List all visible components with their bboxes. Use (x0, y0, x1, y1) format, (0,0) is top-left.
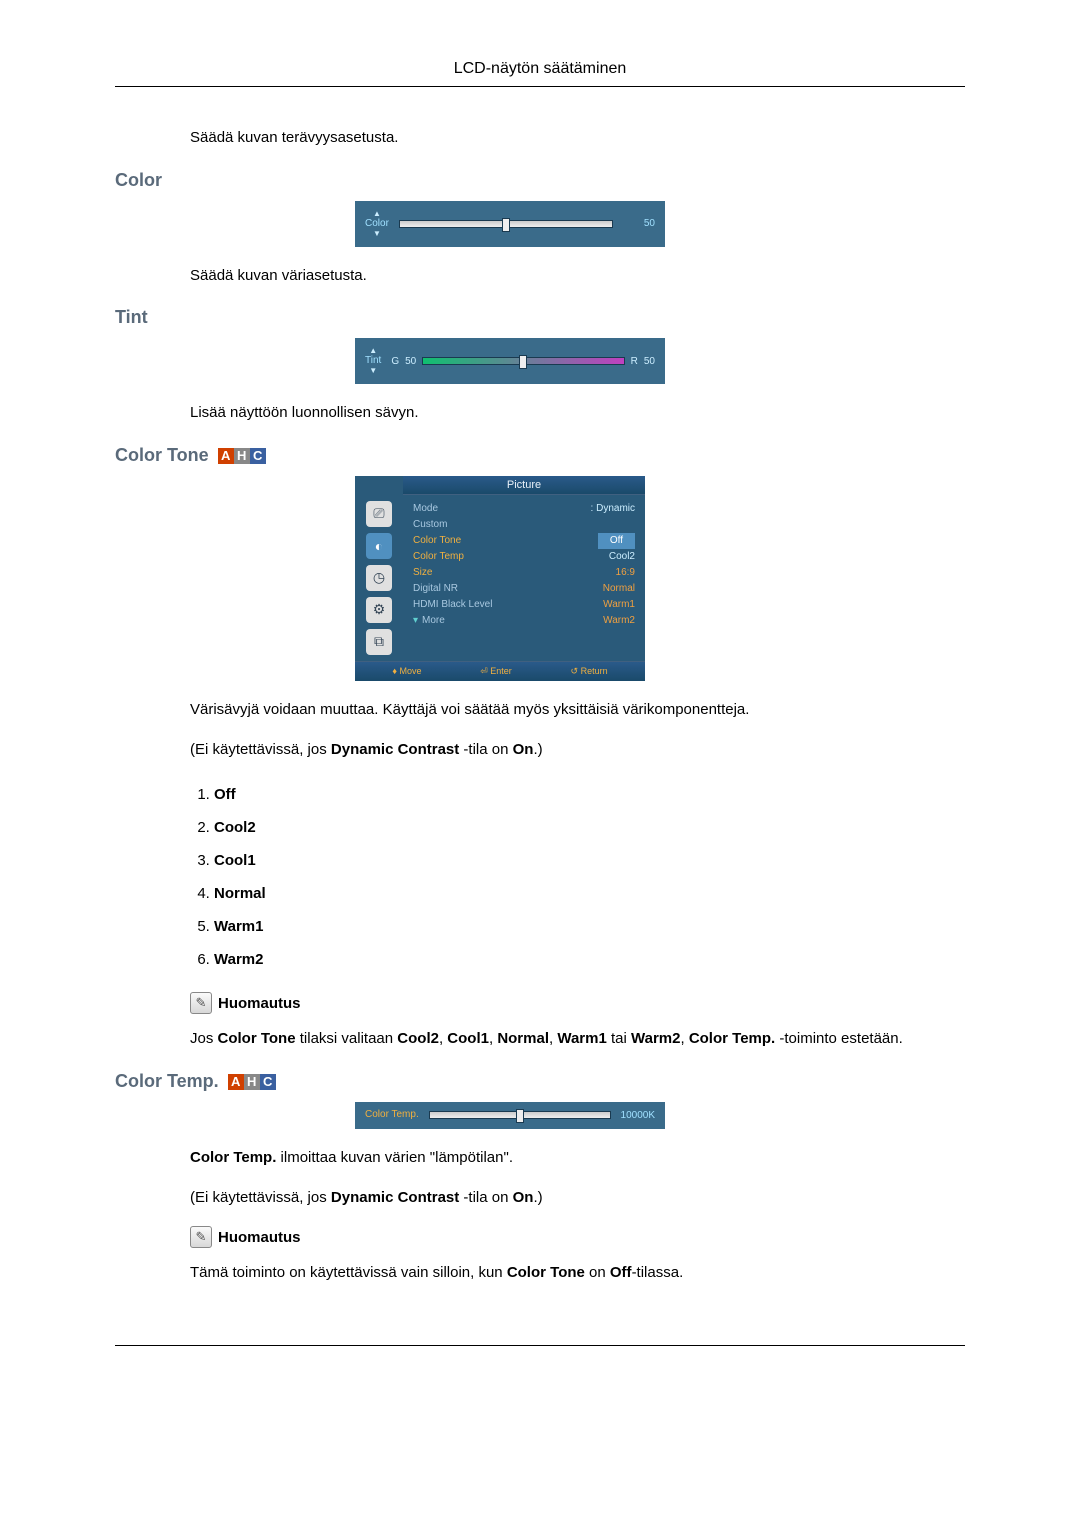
list-item: Normal (214, 877, 965, 910)
section-title-tint: Tint (115, 307, 965, 328)
osd-row-label: Mode (413, 501, 438, 517)
color-tone-options-list: Off Cool2 Cool1 Normal Warm1 Warm2 (190, 778, 965, 976)
colortemp-slider-thumb (516, 1109, 524, 1123)
color-slider-track (399, 220, 613, 228)
tint-left-value: 50 (405, 356, 416, 367)
section-title-color-temp: Color Temp. AHC (115, 1071, 965, 1092)
color-tone-label: Color Tone (115, 445, 209, 465)
tint-slider-thumb (519, 355, 527, 369)
color-temp-body1: Color Temp. ilmoittaa kuvan värien "lämp… (190, 1147, 965, 1170)
osd-row-label: Size (413, 565, 432, 581)
color-tone-availability-note: (Ei käytettävissä, jos Dynamic Contrast … (190, 741, 965, 758)
osd-row-label: Digital NR (413, 581, 458, 597)
tint-left-label: G (391, 356, 399, 367)
osd-tint-label: Tint (365, 356, 381, 366)
osd-row-label: Custom (413, 517, 447, 533)
osd-row-value: Warm2 (603, 613, 635, 629)
up-arrow-icon: ▲ (369, 347, 377, 355)
badge-a-icon: A (228, 1074, 244, 1090)
tint-right-value: 50 (644, 356, 655, 367)
color-tone-note-text: Jos Color Tone tilaksi valitaan Cool2, C… (190, 1028, 965, 1051)
colortemp-slider-track (429, 1111, 611, 1119)
osd-color-label: Color (365, 219, 389, 229)
badge-h-icon: H (244, 1074, 260, 1090)
osd-menu-title: Picture (403, 476, 645, 495)
color-temp-label: Color Temp. (115, 1071, 219, 1091)
color-tone-body1: Värisävyjä voidaan muuttaa. Käyttäjä voi… (190, 699, 965, 722)
list-item: Warm1 (214, 910, 965, 943)
osd-picture-menu: Picture ⎚ ◐ ◷ ⚙ ⧉ Mode: Dynamic Custom C… (355, 476, 645, 681)
intro-text: Säädä kuvan terävyysasetusta. (190, 127, 965, 150)
badge-a-icon: A (218, 448, 234, 464)
osd-menu-footer: ♦ Move ⏎ Enter ↺ Return (355, 661, 645, 681)
osd-tint-slider: ▲ Tint ▼ G 50 R 50 (355, 338, 665, 384)
footer-rule (115, 1345, 965, 1346)
osd-row-label: More (422, 615, 445, 626)
colortemp-slider-value: 10000K (621, 1110, 655, 1121)
tint-body-text: Lisää näyttöön luonnollisen sävyn. (190, 402, 965, 425)
osd-colortemp-label: Color Temp. (365, 1110, 419, 1120)
color-temp-note-text: Tämä toiminto on käytettävissä vain sill… (190, 1262, 965, 1285)
picture-icon: ◐ (366, 533, 392, 559)
note-icon: ✎ (190, 992, 212, 1014)
page-header: LCD-näytön säätäminen (115, 60, 965, 87)
up-arrow-icon: ▲ (373, 210, 381, 218)
setup-icon: ⚙ (366, 597, 392, 623)
osd-row-label: Color Temp (413, 549, 464, 565)
osd-row-label: HDMI Black Level (413, 597, 492, 613)
badge-h-icon: H (234, 448, 250, 464)
osd-row-value: Dynamic (596, 503, 635, 514)
list-item: Cool1 (214, 844, 965, 877)
down-arrow-icon: ▼ (369, 367, 377, 375)
input-icon: ⎚ (366, 501, 392, 527)
list-item: Cool2 (214, 811, 965, 844)
osd-row-label: Color Tone (413, 533, 461, 549)
note-icon: ✎ (190, 1226, 212, 1248)
down-arrow-icon: ▼ (373, 230, 381, 238)
tint-right-label: R (631, 356, 638, 367)
osd-colortemp-slider: Color Temp. 10000K (355, 1102, 665, 1129)
multi-icon: ⧉ (366, 629, 392, 655)
osd-row-value: 16:9 (616, 565, 635, 581)
list-item: Off (214, 778, 965, 811)
osd-color-slider: ▲ Color ▼ 50 (355, 201, 665, 247)
osd-row-value: Off (598, 533, 635, 549)
color-temp-availability-note: (Ei käytettävissä, jos Dynamic Contrast … (190, 1189, 965, 1206)
color-slider-thumb (502, 218, 510, 232)
more-arrow-icon: ▾ (413, 615, 418, 626)
section-title-color: Color (115, 170, 965, 191)
badge-c-icon: C (260, 1074, 276, 1090)
color-body-text: Säädä kuvan väriasetusta. (190, 265, 965, 288)
note-label: Huomautus (218, 1229, 301, 1246)
note-label: Huomautus (218, 995, 301, 1012)
section-title-color-tone: Color Tone AHC (115, 445, 965, 466)
tint-slider-track (422, 357, 624, 365)
osd-row-value: Normal (603, 581, 635, 597)
osd-row-value: Cool2 (609, 549, 635, 565)
osd-icon-column: ⎚ ◐ ◷ ⚙ ⧉ (355, 495, 403, 661)
osd-menu-rows: Mode: Dynamic Custom Color ToneOff Color… (403, 495, 645, 661)
badge-c-icon: C (250, 448, 266, 464)
sound-icon: ◷ (366, 565, 392, 591)
color-slider-value: 50 (623, 218, 655, 229)
list-item: Warm2 (214, 943, 965, 976)
osd-row-value: Warm1 (603, 597, 635, 613)
